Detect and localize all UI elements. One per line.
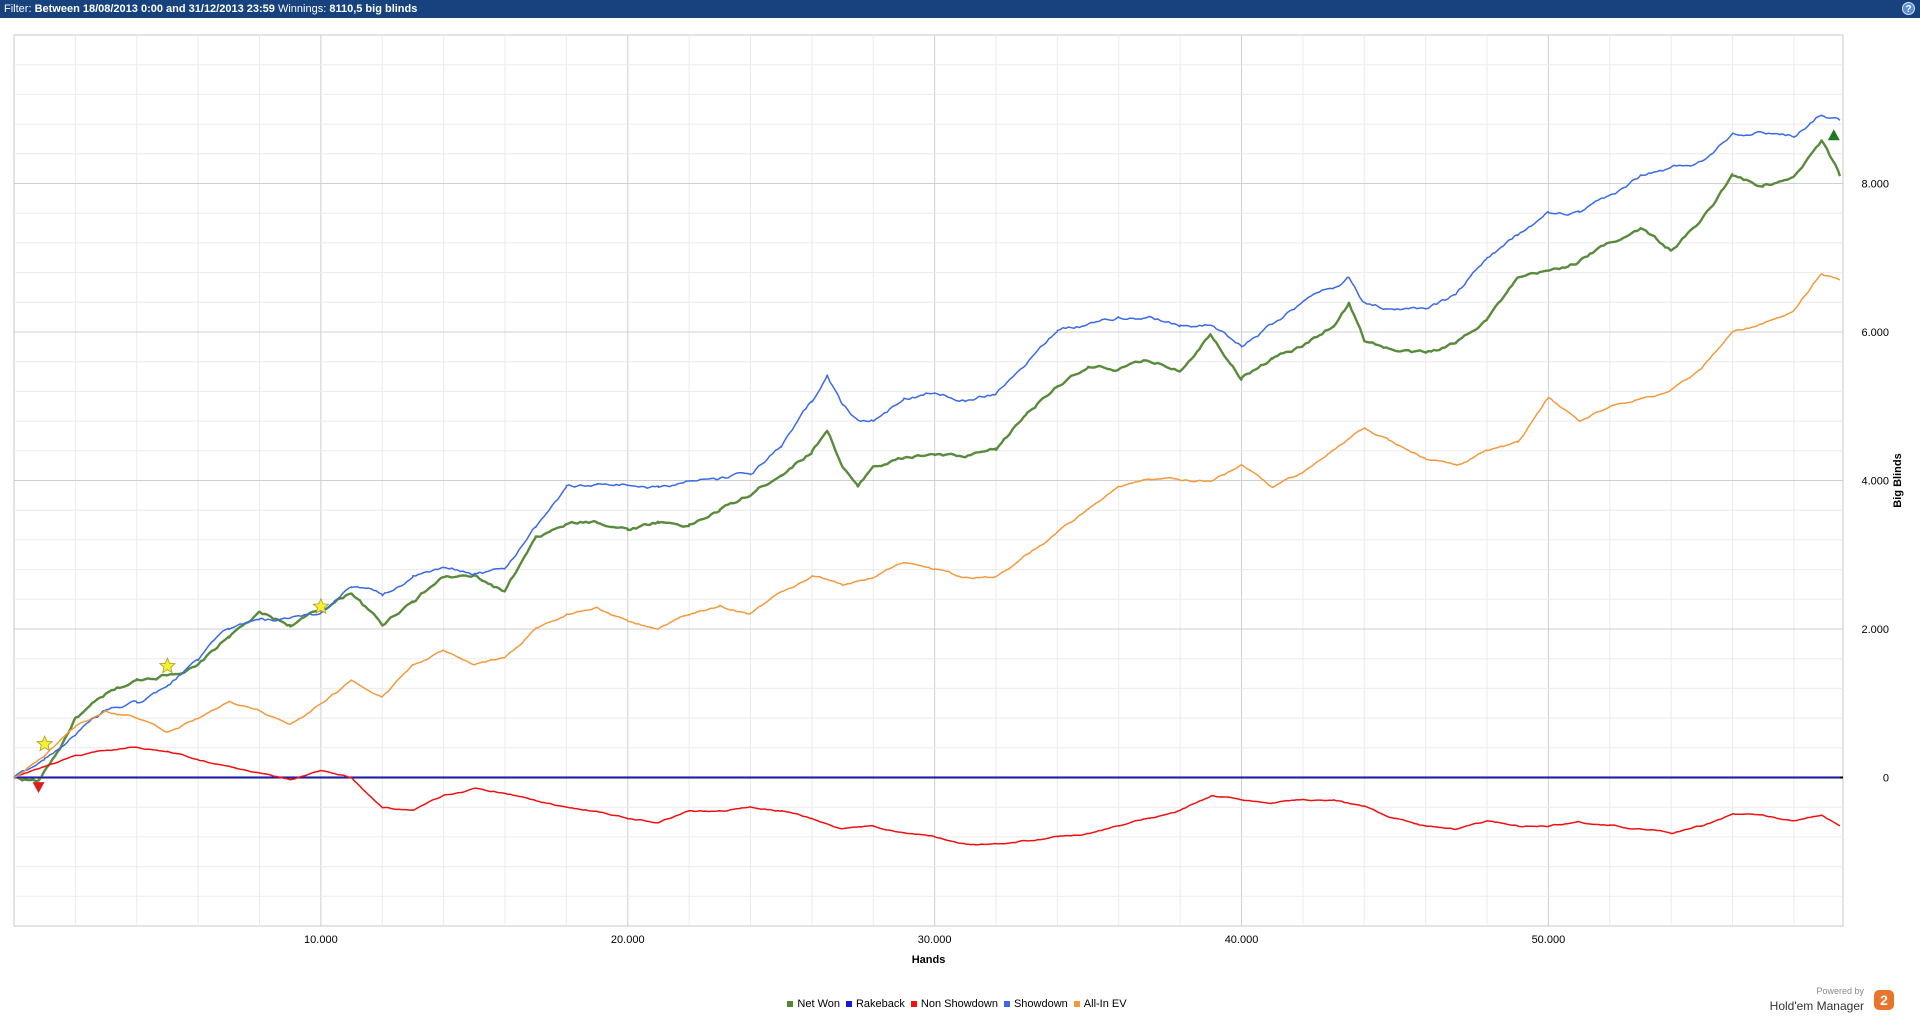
x-tick-label: 10.000 — [304, 934, 338, 946]
legend-item-non-showdown[interactable]: Non Showdown — [910, 998, 998, 1010]
product-name: Hold'em Manager — [1769, 999, 1864, 1013]
high-point-marker — [1827, 129, 1840, 141]
y-tick-label: 6.000 — [1861, 327, 1889, 339]
legend-label: Non Showdown — [920, 998, 998, 1010]
legend-item-rakeback[interactable]: Rakeback — [845, 998, 905, 1010]
filter-prefix: Filter: — [4, 3, 32, 15]
legend-item-all-in-ev[interactable]: All-In EV — [1073, 998, 1127, 1010]
legend-label: Showdown — [1013, 998, 1068, 1010]
winnings-chart: 10.000 20.000 30.000 40.000 50.000 0 2.000 4.00… — [13, 34, 1904, 966]
chart-legend: Net Won Rakeback Non Showdown Showdown All-I… — [0, 997, 1920, 1011]
low-point-marker — [32, 782, 45, 794]
legend-label: Rakeback — [855, 998, 905, 1010]
powered-by-text: Powered by — [1816, 986, 1864, 996]
y-tick-label: 8.000 — [1861, 179, 1889, 191]
star-marker — [158, 657, 176, 674]
series-line-showdown — [13, 114, 1841, 778]
y-tick-label: 0 — [1883, 773, 1889, 785]
legend-label: All-In EV — [1083, 998, 1127, 1010]
x-tick-label: 40.000 — [1225, 934, 1259, 946]
winnings-label: Winnings: — [277, 3, 327, 15]
series-line-all-in-ev — [13, 273, 1841, 779]
legend-item-net-won[interactable]: Net Won — [787, 998, 840, 1010]
legend-swatch — [910, 1001, 917, 1007]
question-icon[interactable]: ? — [1902, 2, 1915, 15]
legend-item-showdown[interactable]: Showdown — [1003, 998, 1068, 1010]
legend-label: Net Won — [797, 998, 840, 1010]
branding: Powered by Hold'em Manager 2 — [1744, 986, 1904, 1014]
star-marker — [36, 735, 54, 752]
legend-swatch — [787, 1001, 794, 1007]
winnings-value: 8110,5 big blinds — [329, 3, 418, 15]
legend-swatch — [845, 1001, 852, 1007]
filter-bar: Filter: Between 18/08/2013 0:00 and 31/1… — [0, 0, 1920, 18]
y-axis-title: Big Blinds — [1892, 453, 1904, 507]
y-tick-label: 2.000 — [1861, 624, 1889, 636]
series-line-non-showdown — [13, 746, 1841, 846]
x-tick-label: 50.000 — [1532, 934, 1566, 946]
x-tick-label: 20.000 — [611, 934, 645, 946]
legend-swatch — [1003, 1001, 1010, 1007]
star-marker — [312, 597, 330, 615]
filter-range: Between 18/08/2013 0:00 and 31/12/2013 2… — [34, 3, 275, 15]
legend-swatch — [1073, 1001, 1080, 1007]
x-axis-title: Hands — [912, 954, 946, 966]
holdem-manager-logo: 2 — [1874, 990, 1894, 1010]
x-tick-label: 30.000 — [918, 934, 952, 946]
y-tick-label: 4.000 — [1861, 476, 1889, 488]
